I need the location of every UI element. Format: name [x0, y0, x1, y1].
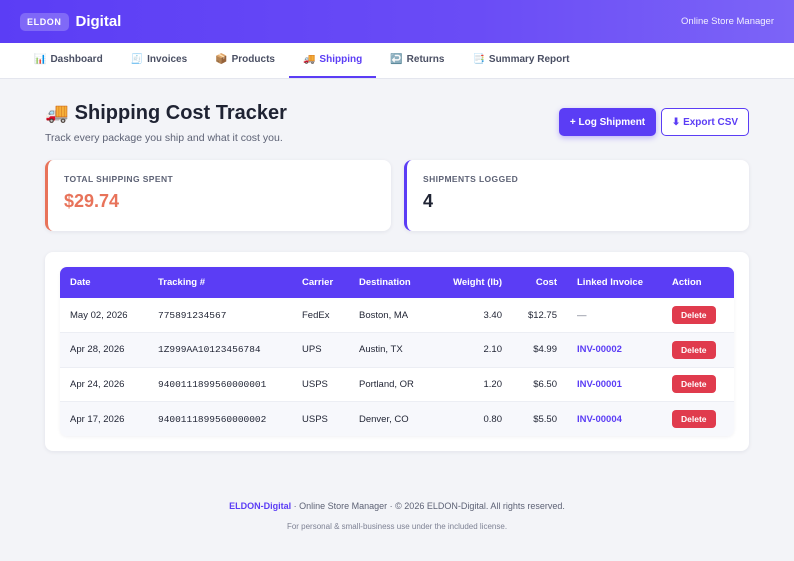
cell-destination: Boston, MA — [359, 309, 409, 321]
footer-text: · Online Store Manager · © 2026 ELDON-Di… — [291, 501, 565, 511]
nav-label: Returns — [406, 54, 445, 65]
table-row: May 02, 2026 775891234567 FedEx Boston, … — [60, 298, 734, 333]
table-row: Apr 28, 2026 1Z999AA10123456784 UPS Aust… — [60, 332, 734, 368]
footer-brand[interactable]: ELDON-Digital — [229, 501, 292, 511]
brand-badge[interactable]: ELDON — [20, 12, 69, 31]
cell-carrier: UPS — [302, 344, 322, 356]
cell-carrier: USPS — [302, 413, 328, 425]
cell-date: Apr 24, 2026 — [70, 378, 125, 390]
cell-weight: 3.40 — [483, 309, 503, 321]
cell-tracking: 9400111899560000001 — [158, 378, 267, 390]
stat-value: $29.74 — [64, 191, 120, 211]
nav-label: Summary Report — [488, 54, 570, 65]
invoice-link[interactable]: INV-00001 — [577, 378, 622, 390]
cell-destination: Portland, OR — [359, 378, 414, 390]
receipt-icon: 🧾 — [130, 54, 144, 65]
cell-weight: 0.80 — [483, 413, 503, 425]
cell-cost: $5.50 — [533, 413, 557, 425]
table-header-row: Date Tracking # Carrier Destination Weig… — [60, 267, 734, 298]
main-nav: 📊 Dashboard 🧾 Invoices 📦 Products 🚚 Ship… — [0, 43, 794, 79]
document-icon: 📑 — [472, 54, 485, 65]
delete-button[interactable]: Delete — [672, 375, 716, 394]
page-header: 🚚 Shipping Cost Tracker Track every pack… — [45, 101, 287, 145]
delete-button[interactable]: Delete — [672, 410, 716, 428]
cell-tracking: 1Z999AA10123456784 — [158, 344, 261, 356]
nav-label: Shipping — [319, 54, 363, 65]
cell-date: May 02, 2026 — [70, 309, 128, 321]
shipments-logged-card: SHIPMENTS LOGGED 4 — [404, 160, 749, 231]
table-row: Apr 24, 2026 9400111899560000001 USPS Po… — [60, 367, 734, 402]
delete-button[interactable]: Delete — [672, 340, 716, 359]
cell-cost: $4.99 — [533, 344, 557, 356]
cell-action: Delete — [662, 402, 734, 437]
stat-label: SHIPMENTS LOGGED — [423, 174, 519, 184]
cell-carrier: FedEx — [302, 309, 330, 321]
stat-label: TOTAL SHIPPING SPENT — [64, 174, 174, 184]
app-subtitle: Online Store Manager — [681, 16, 774, 27]
nav-label: Dashboard — [50, 54, 103, 65]
page-subtitle: Track every package you ship and what it… — [45, 132, 283, 144]
cell-date: Apr 17, 2026 — [70, 413, 125, 425]
page-title: 🚚 Shipping Cost Tracker — [45, 101, 287, 125]
invoice-link[interactable]: INV-00002 — [577, 344, 622, 356]
cell-invoice: — — [577, 309, 587, 321]
cell-date: Apr 28, 2026 — [70, 344, 125, 356]
column-header: Tracking # — [158, 277, 205, 288]
cell-carrier: USPS — [302, 378, 328, 390]
package-icon: 📦 — [215, 54, 228, 65]
delete-button[interactable]: Delete — [672, 306, 716, 324]
truck-icon: 🚚 — [45, 103, 69, 124]
footer-license: For personal & small-business use under … — [286, 522, 508, 531]
cell-weight: 2.10 — [483, 344, 503, 356]
stat-value: 4 — [423, 191, 434, 211]
return-arrow-icon: ↩️ — [390, 54, 403, 65]
nav-summary-report[interactable]: 📑 Summary Report — [458, 43, 583, 78]
brand-name[interactable]: Digital — [75, 13, 122, 30]
shipments-table: Date Tracking # Carrier Destination Weig… — [60, 267, 734, 436]
cell-tracking: 9400111899560000002 — [158, 413, 267, 425]
page-title-text: Shipping Cost Tracker — [74, 101, 287, 124]
cell-action: Delete — [662, 298, 734, 333]
truck-icon: 🚚 — [302, 54, 316, 65]
cell-destination: Austin, TX — [359, 344, 403, 356]
export-csv-button[interactable]: ⬇ Export CSV — [661, 108, 749, 136]
column-header: Action — [672, 277, 702, 288]
column-header: Date — [70, 277, 91, 288]
cell-weight: 1.20 — [483, 378, 503, 390]
nav-label: Invoices — [147, 54, 188, 65]
footer-line: ELDON-Digital · Online Store Manager · ©… — [0, 501, 794, 511]
column-header: Destination — [359, 277, 411, 288]
shipments-table-wrap: Date Tracking # Carrier Destination Weig… — [60, 267, 734, 436]
cell-destination: Denver, CO — [359, 413, 409, 425]
table-row: Apr 17, 2026 9400111899560000002 USPS De… — [60, 401, 734, 437]
column-header: Carrier — [302, 277, 334, 288]
column-header: Weight (lb) — [453, 277, 502, 288]
cell-tracking: 775891234567 — [158, 309, 227, 321]
column-header: Linked Invoice — [577, 277, 643, 288]
chart-icon: 📊 — [34, 54, 47, 65]
nav-label: Products — [231, 54, 275, 65]
cell-cost: $12.75 — [527, 309, 557, 321]
cell-action: Delete — [662, 367, 734, 402]
nav-invoices[interactable]: 🧾 Invoices — [117, 43, 201, 78]
top-bar: ELDON Digital Online Store Manager — [0, 0, 794, 43]
nav-dashboard[interactable]: 📊 Dashboard — [20, 43, 117, 78]
log-shipment-button[interactable]: + Log Shipment — [559, 108, 656, 136]
nav-returns[interactable]: ↩️ Returns — [376, 43, 458, 78]
column-header: Cost — [535, 277, 557, 288]
cell-action: Delete — [662, 333, 734, 368]
nav-products[interactable]: 📦 Products — [201, 43, 289, 78]
nav-shipping[interactable]: 🚚 Shipping — [288, 43, 377, 78]
invoice-link[interactable]: INV-00004 — [577, 413, 622, 425]
shipments-panel: Date Tracking # Carrier Destination Weig… — [45, 252, 749, 451]
cell-cost: $6.50 — [533, 378, 557, 390]
total-spent-card: TOTAL SHIPPING SPENT $29.74 — [45, 160, 391, 231]
